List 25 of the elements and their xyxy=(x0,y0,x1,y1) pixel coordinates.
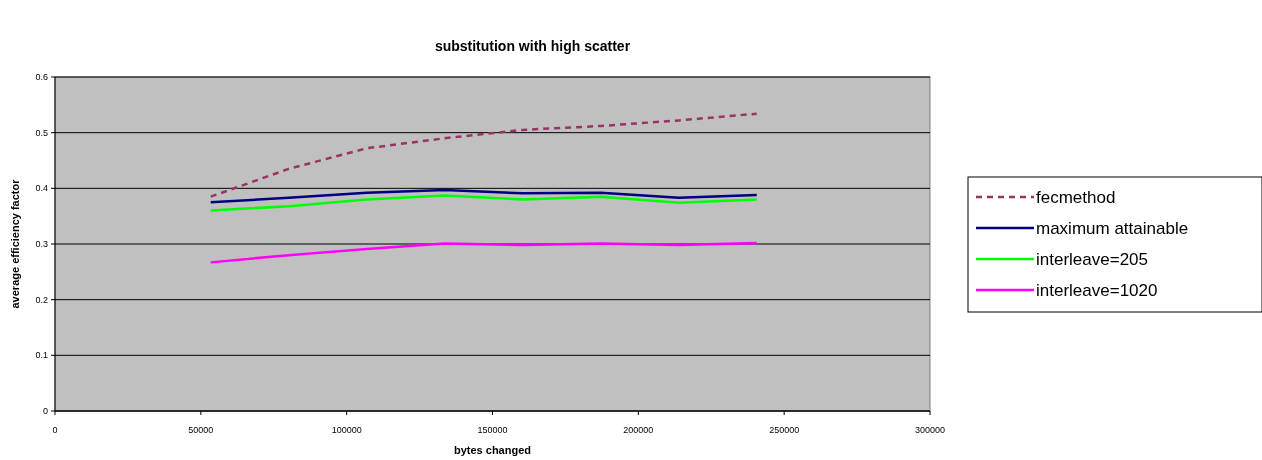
y-tick-label: 0.5 xyxy=(35,127,48,138)
y-axis-title: average efficiency factor xyxy=(9,178,21,309)
x-tick-label: 200000 xyxy=(623,425,654,435)
line-series xyxy=(209,194,758,212)
x-axis-title: bytes changed xyxy=(453,444,532,456)
x-tick-label: 0 xyxy=(52,425,58,435)
y-tick-label: 0.6 xyxy=(35,72,48,82)
x-tick-label: 150000 xyxy=(477,425,508,435)
x-tick-label: 250000 xyxy=(769,425,800,435)
chart-title: substitution with high scatter xyxy=(434,38,631,54)
line-series xyxy=(209,112,758,198)
line-series xyxy=(209,241,758,264)
x-tick-label: 50000 xyxy=(188,425,214,435)
y-tick-label: 0.2 xyxy=(35,294,48,305)
legend-label: interleave=1020 xyxy=(1036,281,1158,300)
y-tick-label: 0.4 xyxy=(35,183,48,194)
y-tick-label: 0 xyxy=(42,406,48,416)
legend-label: maximum attainable xyxy=(1036,219,1189,238)
legend-label: fecmethod xyxy=(1036,188,1116,207)
y-tick-label: 0.3 xyxy=(35,239,48,249)
line-series xyxy=(209,188,758,204)
x-tick-label: 100000 xyxy=(331,425,362,435)
x-tick-label: 300000 xyxy=(914,425,946,435)
legend-label: interleave=205 xyxy=(1036,250,1149,269)
y-tick-label: 0.1 xyxy=(35,350,48,361)
